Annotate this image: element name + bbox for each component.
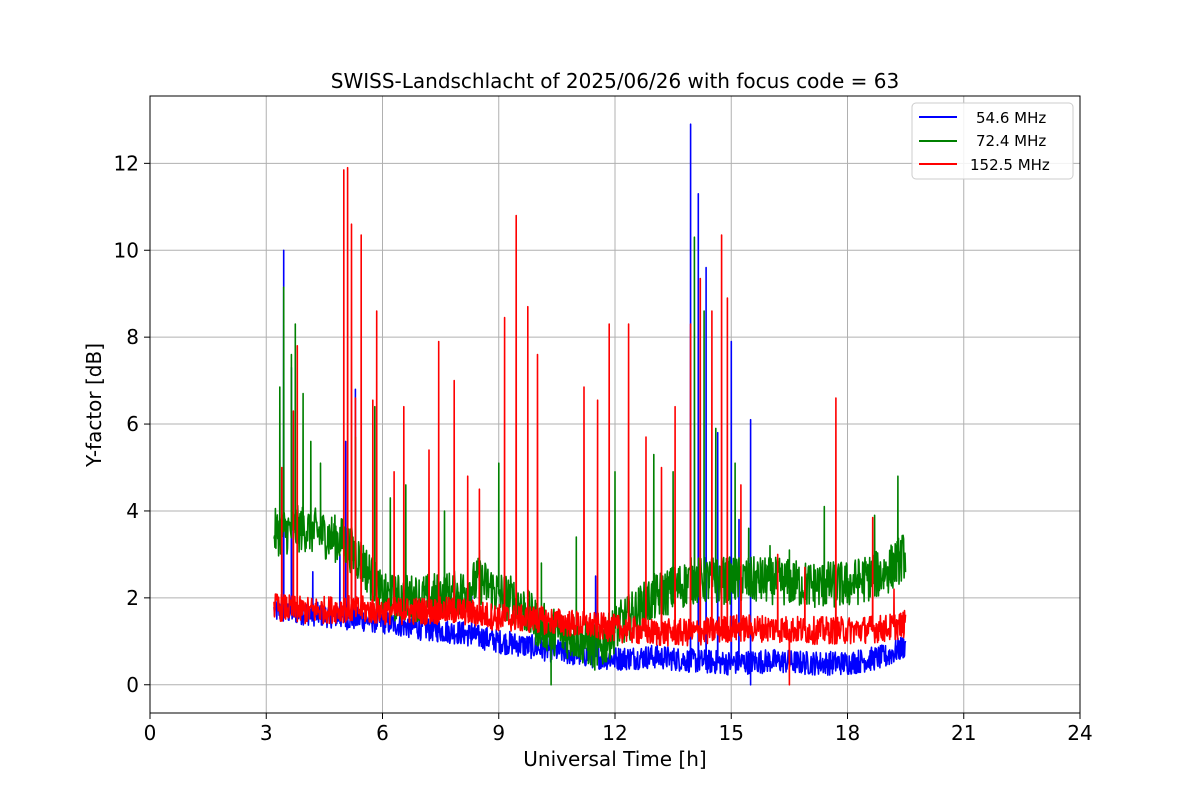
y-tick-label: 4 (126, 499, 139, 523)
series-line-152-5 (273, 166, 907, 686)
x-tick-label: 3 (260, 721, 273, 745)
legend-label-54-6: 54.6 MHz (976, 109, 1046, 127)
x-tick-label: 24 (1067, 721, 1092, 745)
y-tick-label: 2 (126, 586, 139, 610)
y-tick-label: 8 (126, 325, 139, 349)
legend-label-152-5: 152.5 MHz (970, 156, 1050, 174)
legend-label-72-4: 72.4 MHz (976, 132, 1046, 150)
y-axis-label: Y-factor [dB] (82, 343, 106, 468)
x-tick-label: 15 (719, 721, 744, 745)
series-line-72-4 (273, 236, 907, 686)
x-tick-label: 6 (376, 721, 389, 745)
y-tick-label: 0 (126, 673, 139, 697)
series-layer (273, 123, 907, 686)
x-tick-label: 12 (602, 721, 627, 745)
x-tick-label: 9 (492, 721, 505, 745)
y-tick-label: 6 (126, 412, 139, 436)
x-axis-label: Universal Time [h] (523, 747, 706, 771)
x-tick-label: 0 (144, 721, 157, 745)
legend-box (911, 102, 1074, 180)
x-tick-label: 18 (835, 721, 860, 745)
x-tick-label: 21 (951, 721, 976, 745)
chart-title: SWISS-Landschlacht of 2025/06/26 with fo… (331, 69, 899, 93)
y-tick-label: 10 (114, 238, 139, 262)
y-tick-label: 12 (114, 151, 139, 175)
legend: 54.6 MHz 72.4 MHz 152.5 MHz (911, 102, 1074, 180)
